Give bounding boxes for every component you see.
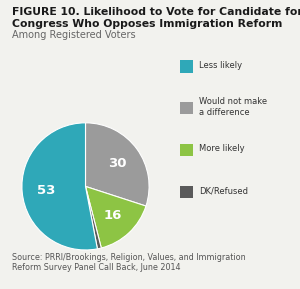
Text: DK/Refused: DK/Refused bbox=[199, 186, 248, 195]
Text: 30: 30 bbox=[108, 157, 127, 170]
Text: 16: 16 bbox=[103, 209, 122, 222]
Text: Less likely: Less likely bbox=[199, 60, 242, 70]
Text: Among Registered Voters: Among Registered Voters bbox=[12, 30, 136, 40]
Text: Congress Who Opposes Immigration Reform: Congress Who Opposes Immigration Reform bbox=[12, 19, 282, 29]
Text: More likely: More likely bbox=[199, 144, 245, 153]
Text: FIGURE 10. Likelihood to Vote for Candidate for: FIGURE 10. Likelihood to Vote for Candid… bbox=[12, 7, 300, 17]
Text: Would not make
a difference: Would not make a difference bbox=[199, 97, 267, 117]
Wedge shape bbox=[22, 123, 98, 250]
Wedge shape bbox=[85, 186, 146, 248]
Text: Source: PRRI/Brookings, Religion, Values, and Immigration
Reform Survey Panel Ca: Source: PRRI/Brookings, Religion, Values… bbox=[12, 253, 246, 272]
Wedge shape bbox=[85, 186, 101, 249]
Wedge shape bbox=[85, 123, 149, 206]
Text: 53: 53 bbox=[37, 184, 56, 197]
